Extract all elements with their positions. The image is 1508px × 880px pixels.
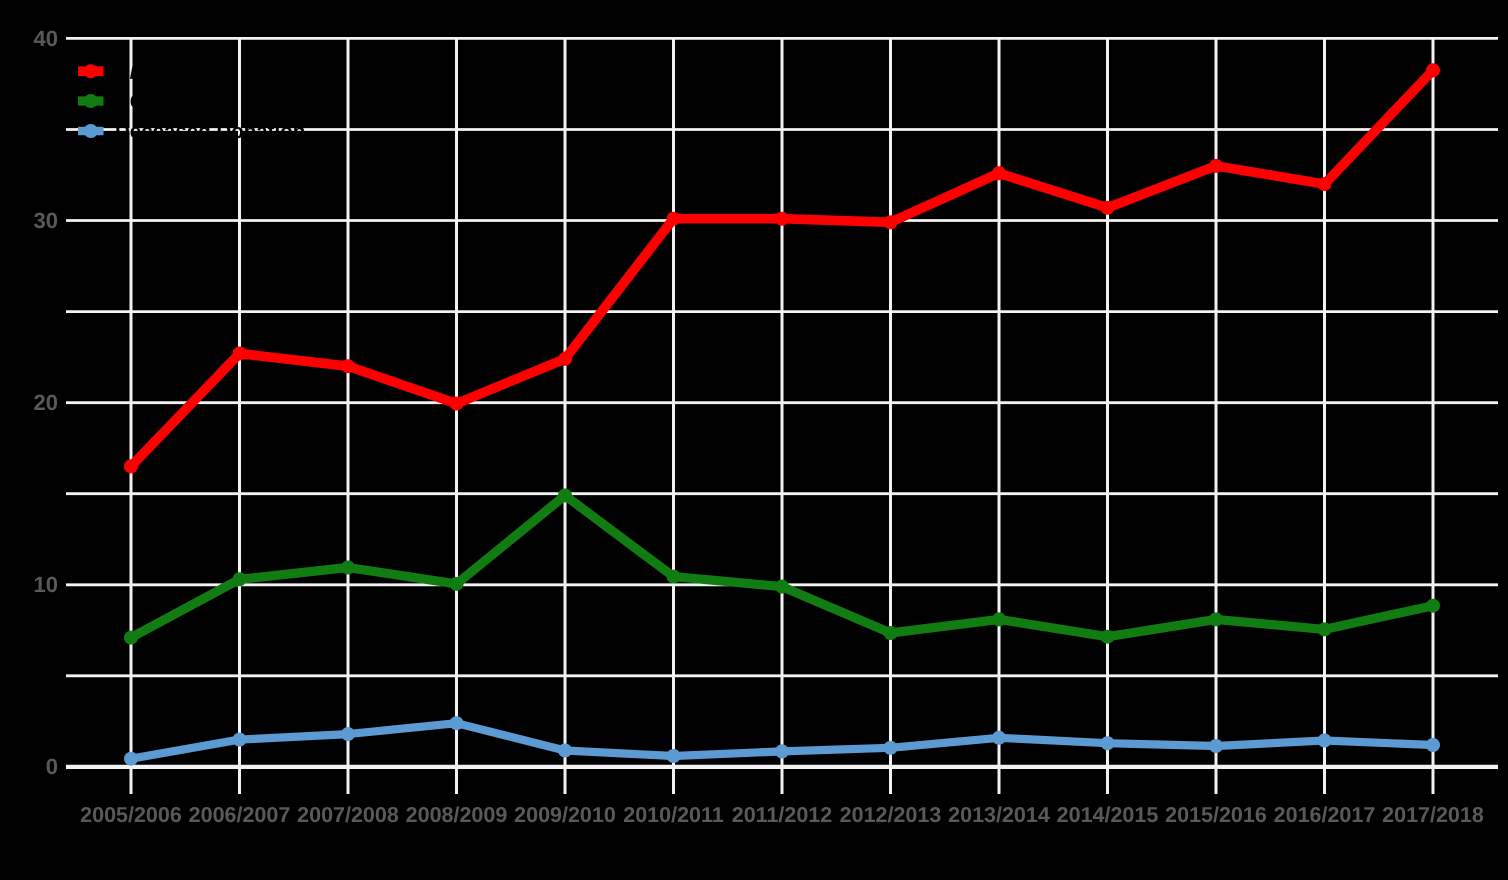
svg-text:0: 0 [46,754,58,779]
svg-text:2007/2008: 2007/2008 [297,803,399,827]
svg-text:2012/2013: 2012/2013 [840,803,942,827]
svg-text:20: 20 [34,390,58,415]
svg-text:2010/2011: 2010/2011 [623,803,723,827]
svg-text:2008/2009: 2008/2009 [406,803,508,827]
svg-text:2017/2018: 2017/2018 [1382,803,1484,827]
svg-text:2011/2012: 2011/2012 [732,803,832,827]
svg-text:30: 30 [34,208,58,233]
svg-text:2016/2017: 2016/2017 [1274,803,1376,827]
svg-text:2014/2015: 2014/2015 [1057,803,1159,827]
svg-text:40: 40 [34,26,58,51]
svg-text:2013/2014: 2013/2014 [948,803,1050,827]
svg-text:2009/2010: 2009/2010 [514,803,616,827]
svg-text:2005/2006: 2005/2006 [80,803,182,827]
svg-text:D/CD Donor: D/CD Donor [115,61,231,84]
svg-text:10: 10 [34,572,58,597]
svg-text:2015/2016: 2015/2016 [1165,803,1267,827]
svg-text:2006/2007: 2006/2007 [189,803,291,827]
svg-text:DCD Donors: DCD Donors [115,91,237,114]
svg-text:Deceased Donation: Deceased Donation [115,120,305,143]
